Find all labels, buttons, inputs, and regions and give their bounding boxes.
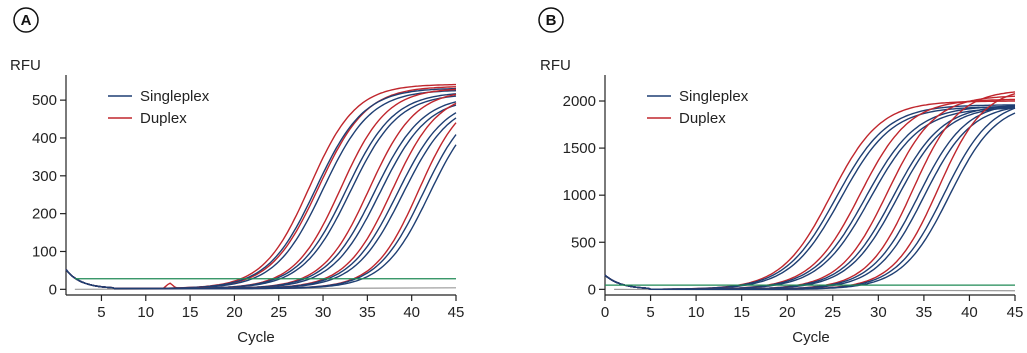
- x-tick-label: 40: [403, 304, 420, 321]
- amplification-curve-singleplex: [604, 105, 1016, 290]
- amplification-curve-duplex: [604, 100, 1015, 290]
- amplification-curve-singleplex: [604, 107, 1016, 290]
- amplification-curve-singleplex: [65, 93, 457, 290]
- amplification-curve-singleplex: [65, 144, 457, 290]
- amplification-curve-singleplex: [604, 107, 1016, 290]
- panel-a: A RFU Cycle 0 100 200 300 400 500 5 10 15 20 25 30 3…: [10, 7, 464, 346]
- amplification-curve-singleplex: [65, 117, 457, 290]
- x-tick-label: 45: [1007, 304, 1024, 321]
- x-tick-label: 5: [646, 304, 654, 321]
- plot-area: 0 500 1000 1500 2000 0 5 10 15 20 25 30 35 40 45: [563, 75, 1024, 321]
- x-tick-label: 10: [688, 304, 705, 321]
- amplification-curve-duplex: [604, 91, 1016, 290]
- legend-label-singleplex: Singleplex: [679, 88, 749, 105]
- amplification-curve-singleplex: [65, 112, 457, 290]
- amplification-curve-singleplex: [65, 134, 457, 290]
- legend: Singleplex Duplex: [647, 88, 749, 127]
- x-tick-label: 35: [359, 304, 376, 321]
- legend-label-duplex: Duplex: [679, 110, 726, 127]
- legend: Singleplex Duplex: [108, 88, 210, 127]
- amplification-curve-duplex: [65, 93, 457, 290]
- amplification-curve-singleplex: [604, 107, 1016, 290]
- legend-label-duplex: Duplex: [140, 110, 187, 127]
- panel-letter-circle: [13, 7, 39, 33]
- y-tick-label: 200: [32, 206, 57, 223]
- amplification-curve-singleplex: [65, 104, 457, 290]
- y-tick-label: 1000: [563, 187, 596, 204]
- x-axis-title: Cycle: [237, 329, 275, 346]
- y-axis-title: RFU: [540, 57, 571, 74]
- amplification-curve-singleplex: [604, 105, 1016, 290]
- amplification-curve-duplex: [65, 83, 456, 290]
- x-tick-label: 20: [226, 304, 243, 321]
- x-tick-label: 10: [137, 304, 154, 321]
- panel-b: B RFU Cycle 0 500 1000 1500 2000 0 5 10 15 20 25 30…: [538, 7, 1024, 346]
- amplification-curve-duplex: [65, 102, 457, 290]
- amplification-curve-duplex: [65, 88, 457, 290]
- amplification-curve-singleplex: [604, 104, 1016, 290]
- y-tick-label: 2000: [563, 93, 596, 110]
- amplification-curve-singleplex: [65, 90, 457, 290]
- panel-letter: A: [21, 12, 32, 29]
- x-tick-label: 45: [448, 304, 465, 321]
- panel-letter: B: [546, 12, 557, 29]
- panel-letter-circle: [538, 7, 564, 33]
- amplification-curve-singleplex: [604, 106, 1015, 290]
- x-tick-label: 15: [733, 304, 750, 321]
- y-tick-label: 0: [588, 281, 596, 298]
- x-axis-title: Cycle: [792, 329, 830, 346]
- amplification-curve-duplex: [604, 95, 1016, 290]
- amplification-curve-duplex: [604, 98, 1015, 290]
- x-tick-label: 25: [270, 304, 287, 321]
- x-tick-label: 40: [961, 304, 978, 321]
- x-tick-label: 35: [916, 304, 933, 321]
- plot-area: 0 100 200 300 400 500 5 10 15 20 25 30 35 40 45: [32, 75, 464, 321]
- y-tick-label: 100: [32, 243, 57, 260]
- x-tick-label: 30: [315, 304, 332, 321]
- y-tick-label: 500: [32, 92, 57, 109]
- y-tick-label: 500: [571, 234, 596, 251]
- x-tick-label: 5: [97, 304, 105, 321]
- amplification-curve-singleplex: [604, 106, 1016, 290]
- x-tick-label: 15: [182, 304, 199, 321]
- x-tick-label: 30: [870, 304, 887, 321]
- y-tick-label: 400: [32, 130, 57, 147]
- amplification-curve-singleplex: [604, 112, 1016, 290]
- x-tick-label: 0: [601, 304, 609, 321]
- legend-label-singleplex: Singleplex: [140, 88, 210, 105]
- y-tick-label: 0: [49, 281, 57, 298]
- y-axis-title: RFU: [10, 57, 41, 74]
- y-tick-label: 1500: [563, 140, 596, 157]
- amplification-curve-singleplex: [65, 101, 457, 290]
- amplification-curve-singleplex: [604, 104, 1016, 290]
- y-tick-label: 300: [32, 168, 57, 185]
- x-tick-label: 20: [779, 304, 796, 321]
- x-tick-label: 25: [824, 304, 841, 321]
